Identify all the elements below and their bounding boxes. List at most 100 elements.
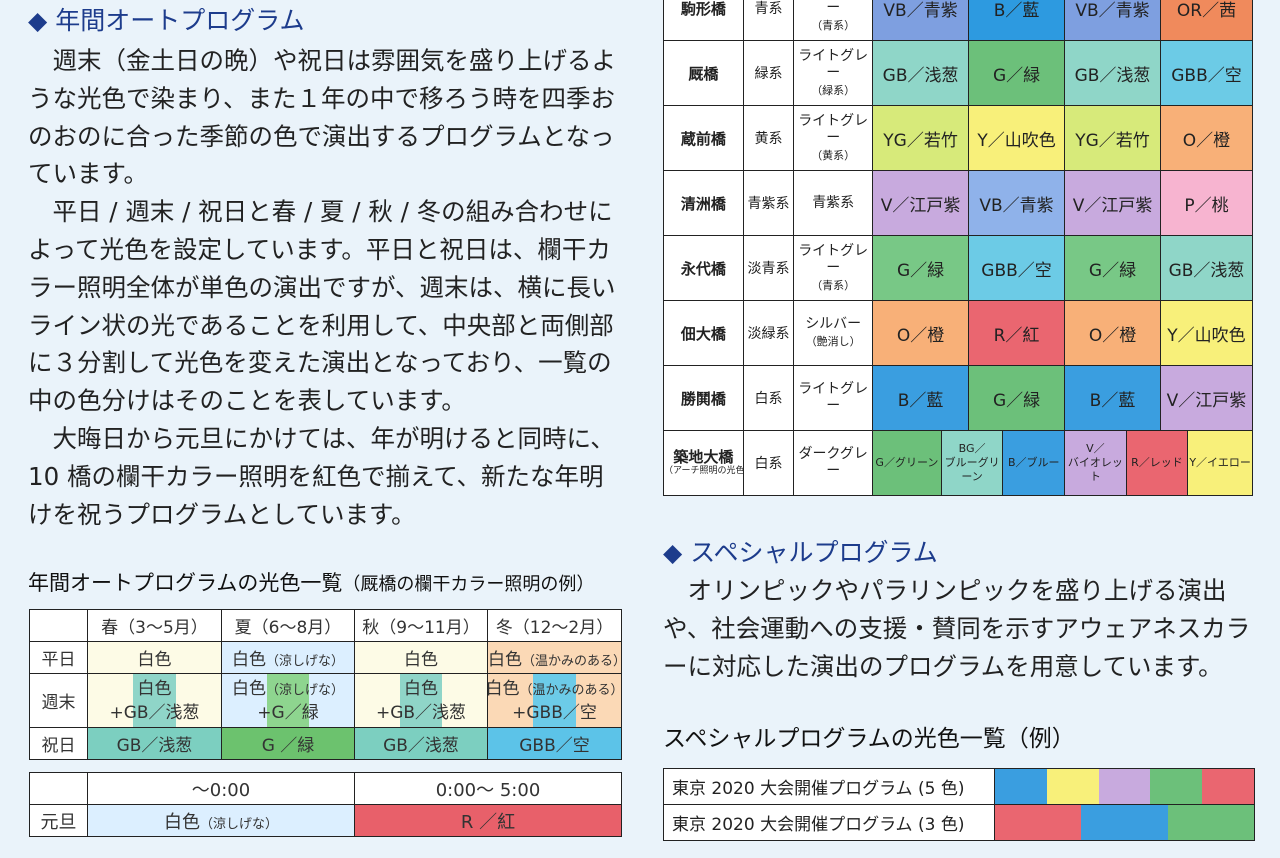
bridge-railing-color: ライトグレー （黄系） bbox=[793, 105, 874, 171]
cell-text: 白色 bbox=[231, 650, 266, 670]
bridge-row: 勝鬨橋 白系 ライトグレー B／藍 G／緑 B／藍 V／江戸紫 bbox=[663, 365, 1253, 431]
annual-paragraph-3: 大晦日から元旦にかけては、年が明けると同時に、10 橋の欄干カラー照明を紅色で揃… bbox=[28, 423, 615, 529]
season-color-table: 春（3～5月） 夏（6～8月） 秋（9～11月） 冬（12～2月） 平日 白色 … bbox=[29, 609, 622, 760]
bridge-light-color: YG／若竹 bbox=[872, 105, 970, 171]
railing-text: ライトグレー bbox=[826, 0, 841, 16]
railing-note: （青系） bbox=[811, 278, 856, 292]
cell-note: （涼しげな） bbox=[265, 654, 344, 669]
newyear-row: 元旦 白色（涼しげな） R ／紅 bbox=[29, 804, 622, 837]
special-heading-text: スペシャルプログラム bbox=[690, 538, 938, 567]
bridge-light-color: VB／青紫 bbox=[968, 170, 1066, 236]
color-swatch bbox=[1167, 805, 1254, 840]
bridge-light-color: GB／浅葱 bbox=[1064, 40, 1161, 106]
cell-note: （涼しげな） bbox=[199, 816, 278, 832]
holiday-winter-cell: GBB／空 bbox=[487, 727, 622, 760]
color-swatches bbox=[995, 805, 1254, 840]
cell-text: 白色 bbox=[404, 678, 438, 699]
special-swatches-cell bbox=[994, 768, 1255, 805]
cell-note: （温かみのある） bbox=[519, 682, 622, 698]
bridge-railing-color: ライトグレー （緑系） bbox=[793, 40, 874, 106]
railing-text: ライトグレー bbox=[798, 242, 869, 276]
bridge-color-family: 青紫系 bbox=[742, 170, 795, 236]
railing-text: ライトグレー bbox=[798, 381, 869, 414]
bridge-color-family: 白系 bbox=[742, 365, 795, 431]
special-swatches-cell bbox=[994, 804, 1255, 841]
cell-text: 白色 bbox=[231, 678, 266, 699]
bridge-name: 勝鬨橋 bbox=[663, 365, 744, 431]
bridge-light-color: YG／若竹 bbox=[1064, 105, 1161, 171]
bridge-row: 永代橋 淡青系 ライトグレー （青系） G／緑 GBB／空 G／緑 GB／浅葱 bbox=[663, 235, 1253, 301]
bridge-color-family: 白系 bbox=[742, 430, 795, 496]
cell-text: 白色 bbox=[163, 811, 200, 833]
bridge-light-color: O／橙 bbox=[872, 300, 970, 366]
weekend-autumn-cell: 白色 +GB／浅葱 bbox=[354, 673, 488, 728]
bridge-name: 厩橋 bbox=[663, 40, 744, 106]
arch-light-color: V／ バイオレット bbox=[1064, 430, 1127, 496]
holiday-autumn-cell: GB／浅葱 bbox=[354, 727, 488, 760]
bridge-light-color: OR／茜 bbox=[1160, 0, 1253, 41]
bridge-light-color: GB／浅葱 bbox=[1160, 235, 1253, 301]
bridge-color-family: 青系 bbox=[742, 0, 795, 41]
weekend-spring-cell: 白色 +GB／浅葱 bbox=[87, 673, 222, 728]
special-row-5: 東京 2020 大会開催プログラム (5 色) bbox=[663, 768, 1255, 805]
special-table-title: スペシャルプログラムの光色一覧（例） bbox=[663, 726, 1075, 752]
season-table-title-note: （厩橋の欄干カラー照明の例） bbox=[342, 574, 595, 595]
bridge-name: 佃大橋 bbox=[663, 300, 744, 366]
season-row-holiday: 祝日 GB／浅葱 G ／緑 GB／浅葱 GBB／空 bbox=[29, 727, 622, 760]
weekday-autumn-cell: 白色 bbox=[354, 641, 488, 674]
season-row-weekday: 平日 白色 白色（涼しげな） 白色 白色（温かみのある） bbox=[29, 641, 622, 674]
arch-light-color: R／レッド bbox=[1125, 430, 1189, 496]
season-header-winter: 冬（12～2月） bbox=[487, 609, 622, 642]
season-table-title-main: 年間オートプログラムの光色一覧 bbox=[28, 571, 343, 595]
bridge-light-color: V／江戸紫 bbox=[1160, 365, 1253, 431]
newyear-header-cell bbox=[29, 772, 88, 805]
special-heading: ◆ スペシャルプログラム bbox=[663, 538, 938, 568]
bridge-color-family: 黄系 bbox=[742, 105, 795, 171]
railing-note: （黄系） bbox=[811, 148, 856, 162]
holiday-spring-cell: GB／浅葱 bbox=[87, 727, 222, 760]
color-swatch bbox=[1081, 805, 1168, 840]
bridge-light-color: G／緑 bbox=[1064, 235, 1161, 301]
bridge-row-tsukiji: 築地大橋（アーチ照明の光色）白系ダークグレーG／グリーンBG／ブルーグリーンB／… bbox=[663, 430, 1253, 496]
arch-light-color: G／グリーン bbox=[872, 430, 942, 496]
bridge-row: 蔵前橋 黄系 ライトグレー （黄系） YG／若竹 Y／山吹色 YG／若竹 O／橙 bbox=[663, 105, 1253, 171]
diamond-icon: ◆ bbox=[28, 6, 48, 35]
bridge-light-color: R／紅 bbox=[968, 300, 1066, 366]
bridge-light-color: Y／山吹色 bbox=[968, 105, 1066, 171]
bridge-light-color: G／緑 bbox=[872, 235, 970, 301]
newyear-before-cell: 白色（涼しげな） bbox=[87, 804, 355, 837]
color-swatch bbox=[1150, 769, 1203, 804]
annual-heading-text: 年間オートプログラム bbox=[55, 6, 305, 35]
season-header-spring: 春（3～5月） bbox=[87, 609, 222, 642]
bridge-light-color: B／藍 bbox=[872, 365, 970, 431]
cell-text-2: +GB／浅葱 bbox=[109, 702, 200, 723]
bridge-railing-color: ライトグレー bbox=[793, 365, 874, 431]
bridge-name-note: （アーチ照明の光色） bbox=[664, 466, 742, 476]
bridge-light-color: V／江戸紫 bbox=[1064, 170, 1161, 236]
row-label: 元旦 bbox=[29, 804, 88, 837]
bridge-name: 駒形橋 bbox=[663, 0, 744, 41]
bridge-light-color: O／橙 bbox=[1064, 300, 1161, 366]
bridge-railing-color: シルバー （艶消し） bbox=[793, 300, 874, 366]
cell-text-2: +GBB／空 bbox=[512, 702, 597, 723]
season-row-weekend: 週末 白色 +GB／浅葱 白色（涼しげな） +G／緑 白色 +GB／浅葱 白色（… bbox=[29, 673, 622, 728]
season-header-autumn: 秋（9～11月） bbox=[354, 609, 488, 642]
bridge-light-color: G／緑 bbox=[968, 40, 1066, 106]
railing-text: ライトグレー bbox=[798, 47, 869, 81]
newyear-header-after: 0:00～ 5:00 bbox=[354, 772, 622, 805]
special-row-3: 東京 2020 大会開催プログラム (3 色) bbox=[663, 804, 1255, 841]
bridge-color-family: 淡緑系 bbox=[742, 300, 795, 366]
bridge-light-color: VB／青紫 bbox=[1064, 0, 1161, 41]
special-paragraph: オリンピックやパラリンピックを盛り上げる演出や、社会運動への支援・賛同を示すアウ… bbox=[663, 576, 1251, 681]
cell-text-2: +G／緑 bbox=[257, 702, 319, 723]
row-label: 平日 bbox=[29, 641, 88, 674]
bridge-light-color: VB／青紫 bbox=[872, 0, 970, 41]
annual-body: 週末（金土日の晩）や祝日は雰囲気を盛り上げるような光色で染まり、また１年の中で移… bbox=[28, 42, 620, 533]
cell-note: （涼しげな） bbox=[265, 682, 344, 698]
color-swatch bbox=[1046, 769, 1099, 804]
bridge-light-color: G／緑 bbox=[968, 365, 1066, 431]
cell-text: 白色 bbox=[404, 650, 438, 670]
special-row-label: 東京 2020 大会開催プログラム (5 色) bbox=[663, 768, 995, 805]
bridge-railing-color: ダークグレー bbox=[793, 430, 874, 496]
bridge-light-color: B／藍 bbox=[968, 0, 1066, 41]
